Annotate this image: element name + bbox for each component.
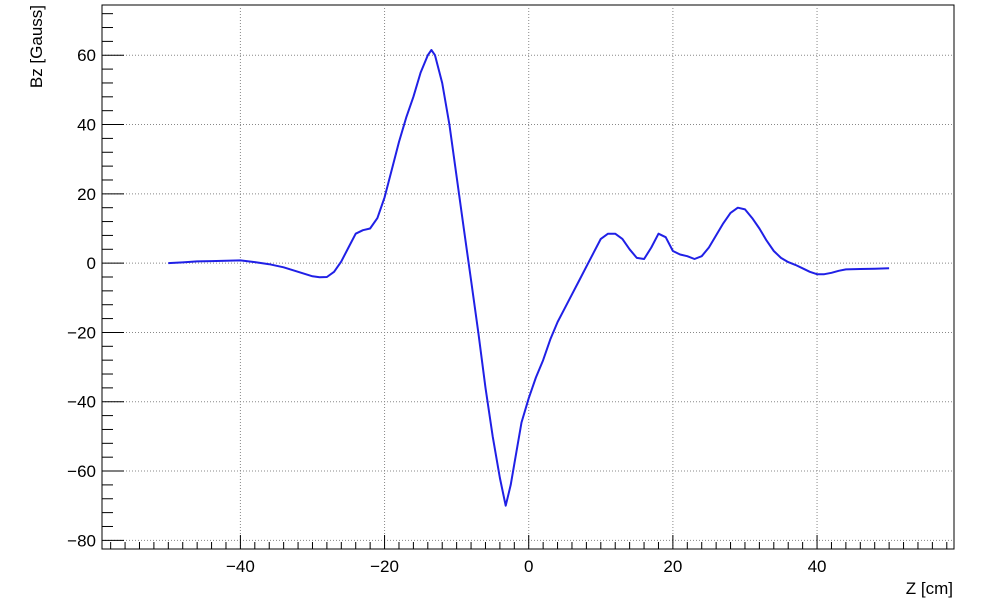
x-tick-label: 40	[808, 557, 827, 576]
axis-ticks	[102, 13, 948, 549]
plot-frame	[101, 4, 955, 550]
y-tick-label: 40	[77, 116, 96, 135]
grid-lines	[102, 5, 954, 549]
x-tick-label: −40	[226, 557, 255, 576]
x-tick-label: −20	[370, 557, 399, 576]
y-tick-label: 0	[87, 254, 96, 273]
y-tick-label: −60	[67, 462, 96, 481]
y-axis-title: Bz [Gauss]	[27, 5, 46, 88]
y-tick-label: 20	[77, 185, 96, 204]
y-tick-label: −20	[67, 323, 96, 342]
x-tick-label: 0	[524, 557, 533, 576]
y-tick-label: −80	[67, 531, 96, 550]
x-axis-title: Z [cm]	[906, 579, 953, 598]
y-tick-label: −40	[67, 393, 96, 412]
tick-labels: −40 −20 0 20 40 −80 −60 −40 −20 0 20 40 60	[67, 46, 826, 576]
data-series-line	[168, 49, 890, 507]
x-tick-label: 20	[663, 557, 682, 576]
y-tick-label: 60	[77, 46, 96, 65]
series-layer	[168, 49, 890, 507]
